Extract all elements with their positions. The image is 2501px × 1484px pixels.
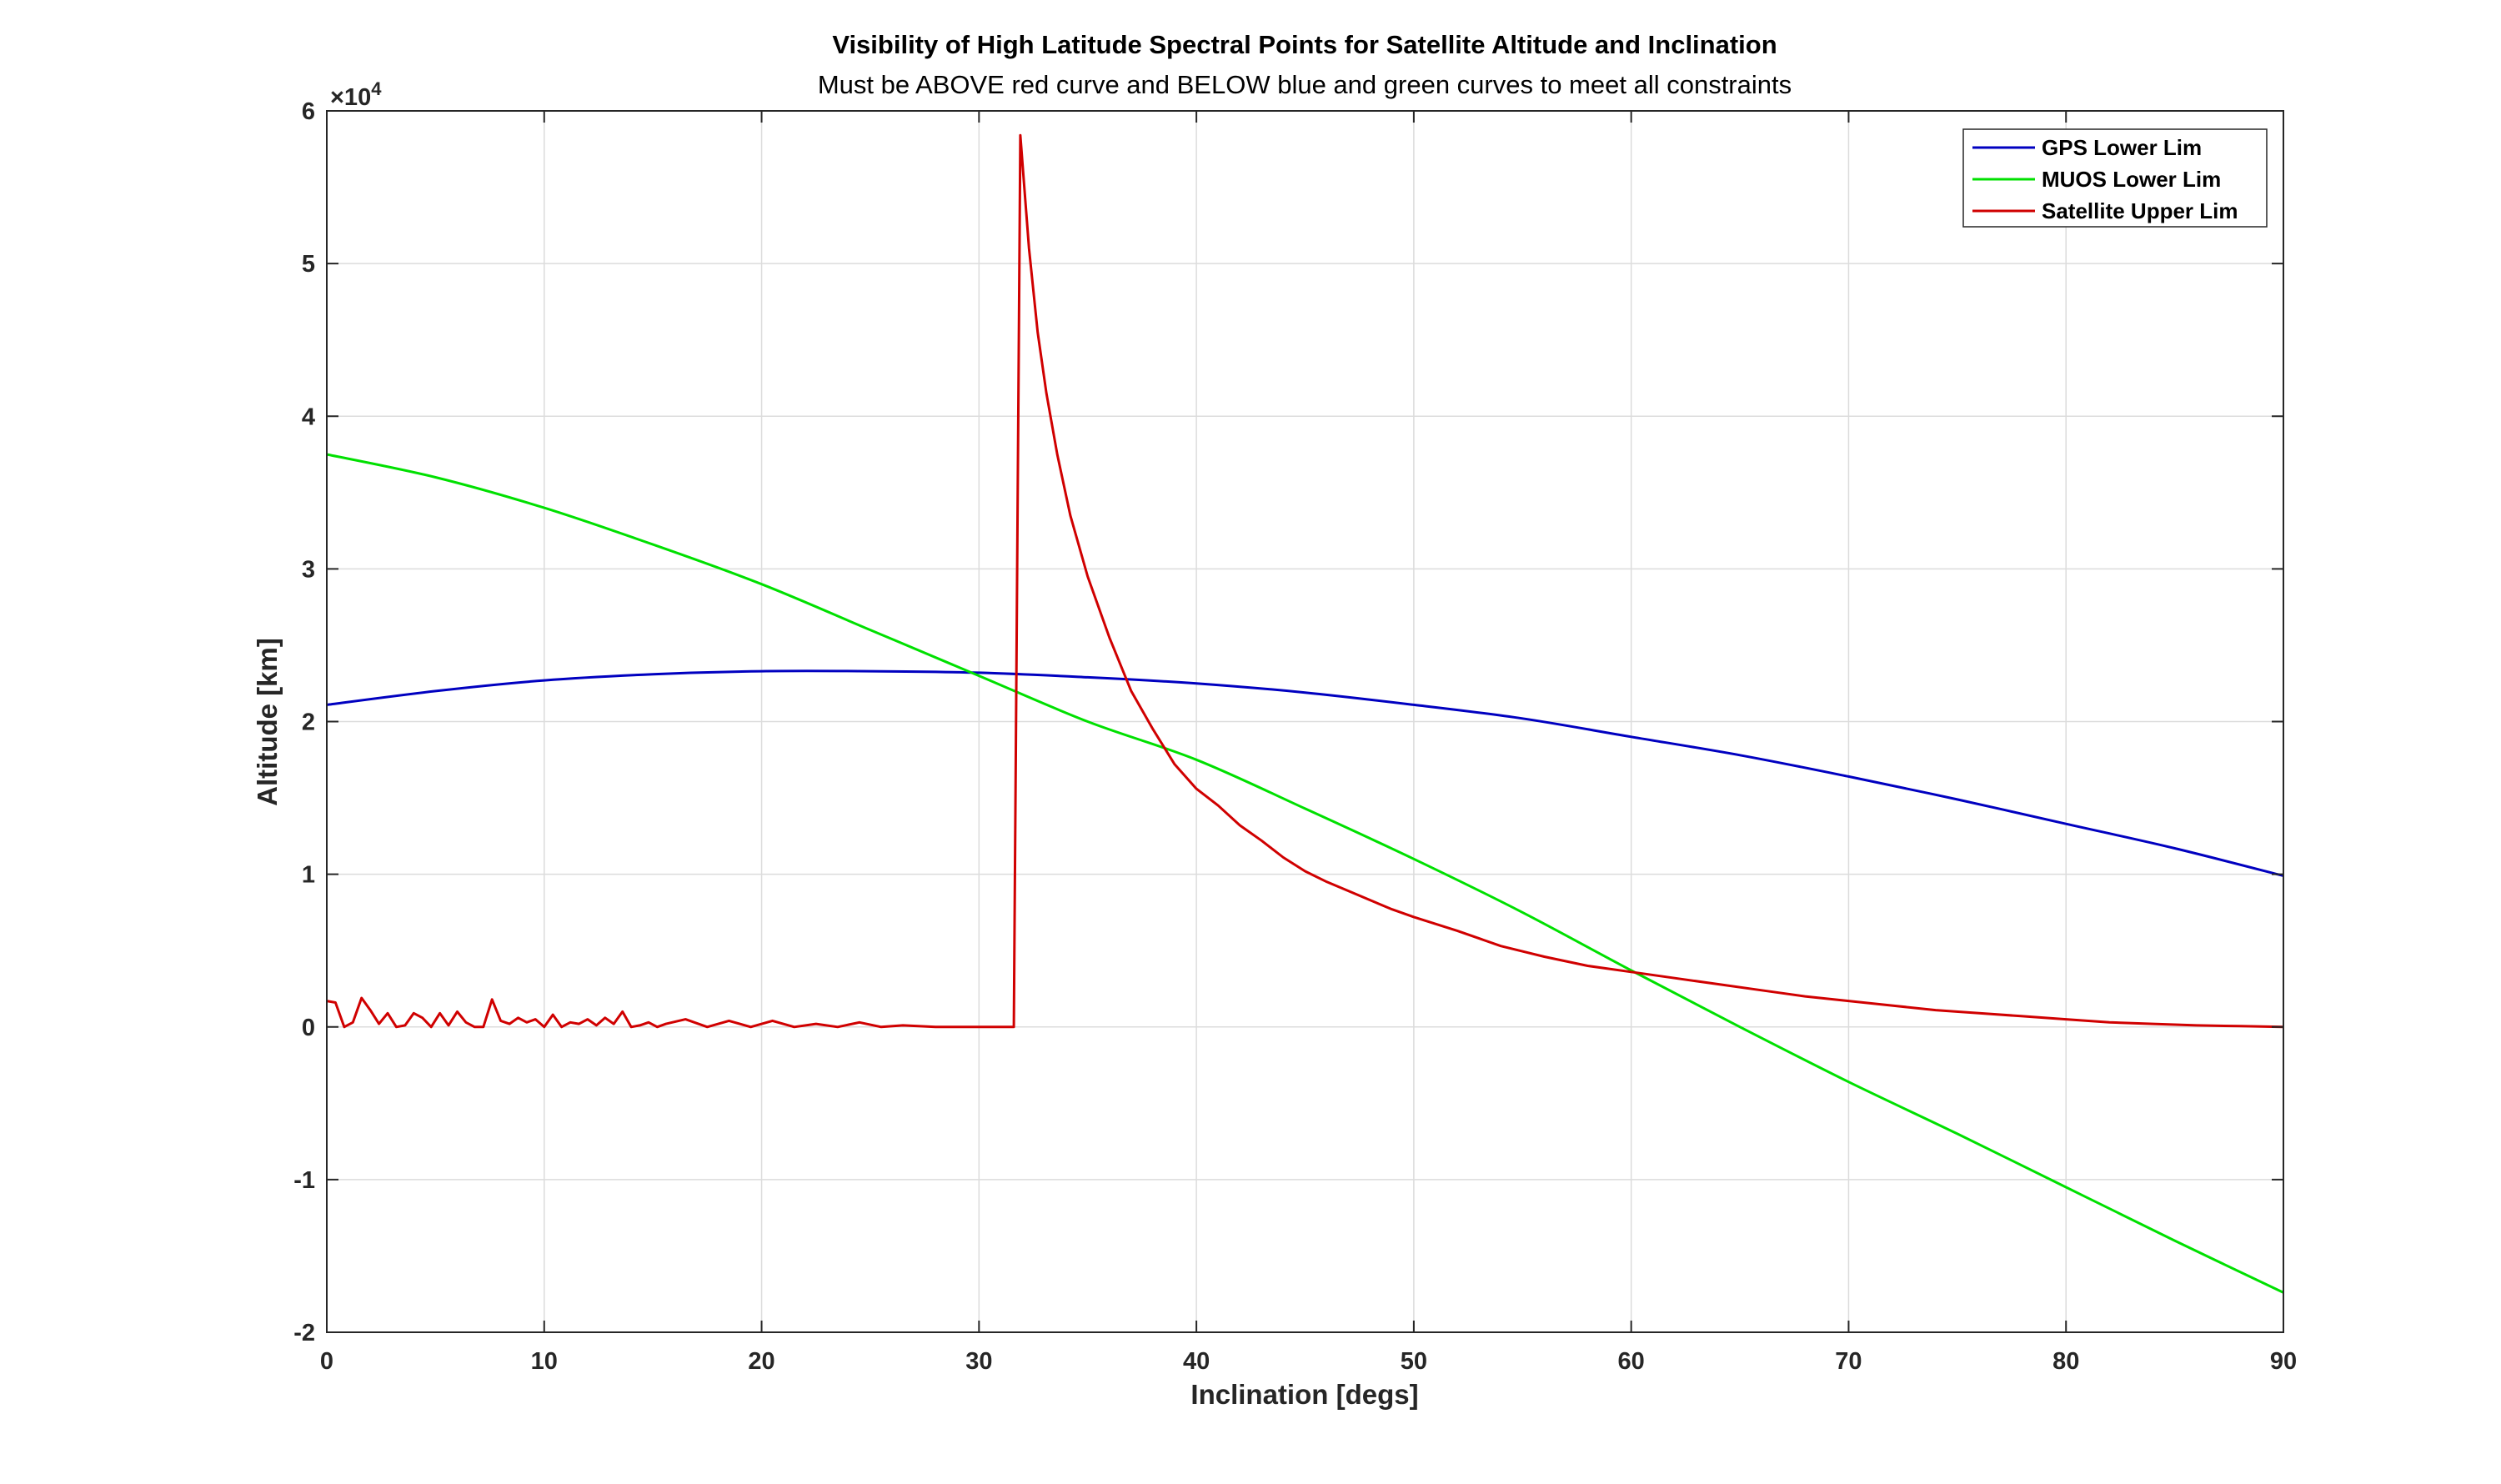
- chart-subtitle: Must be ABOVE red curve and BELOW blue a…: [818, 70, 1792, 99]
- y-tick-label: 3: [302, 556, 315, 583]
- y-exponent-label: ×104: [330, 78, 382, 111]
- legend-entry-label: MUOS Lower Lim: [2042, 167, 2221, 192]
- chart-title: Visibility of High Latitude Spectral Poi…: [832, 30, 1777, 59]
- legend-entry-label: Satellite Upper Lim: [2042, 198, 2238, 223]
- y-tick-label: 0: [302, 1015, 315, 1041]
- x-tick-label: 90: [2270, 1348, 2297, 1375]
- x-tick-label: 30: [965, 1348, 992, 1375]
- y-tick-label: 2: [302, 709, 315, 736]
- y-tick-label: 5: [302, 251, 315, 278]
- series-muos-lower-lim: [326, 453, 2284, 1294]
- legend-entry-label: GPS Lower Lim: [2042, 135, 2202, 160]
- x-tick-label: 40: [1183, 1348, 1210, 1375]
- axis-ticks: 0 10 20 30 40 50 60 70 80 90 -2 -1 0 1 2 3 4 5 6: [293, 98, 2297, 1375]
- x-tick-label: 50: [1401, 1348, 1427, 1375]
- x-tick-label: 60: [1618, 1348, 1645, 1375]
- x-tick-label: 10: [531, 1348, 558, 1375]
- x-tick-label: 0: [320, 1348, 333, 1375]
- legend: GPS Lower Lim MUOS Lower Lim Satellite Upp…: [1962, 128, 2268, 228]
- x-tick-label: 20: [748, 1348, 774, 1375]
- series-gps-lower-lim: [326, 669, 2284, 877]
- grid: [327, 111, 2283, 1332]
- y-tick-label: -1: [293, 1167, 315, 1194]
- x-tick-label: 80: [2052, 1348, 2079, 1375]
- y-axis-label: Altitude [km]: [252, 638, 283, 806]
- y-tick-label: -2: [293, 1320, 315, 1346]
- series-lines: [326, 133, 2284, 1294]
- series-satellite-upper-lim: [326, 133, 2284, 1029]
- y-tick-label: 4: [302, 404, 315, 430]
- x-tick-label: 70: [1835, 1348, 1862, 1375]
- y-tick-label: 6: [302, 98, 315, 125]
- y-tick-label: 1: [302, 862, 315, 889]
- x-axis-label: Inclination [degs]: [1190, 1379, 1418, 1410]
